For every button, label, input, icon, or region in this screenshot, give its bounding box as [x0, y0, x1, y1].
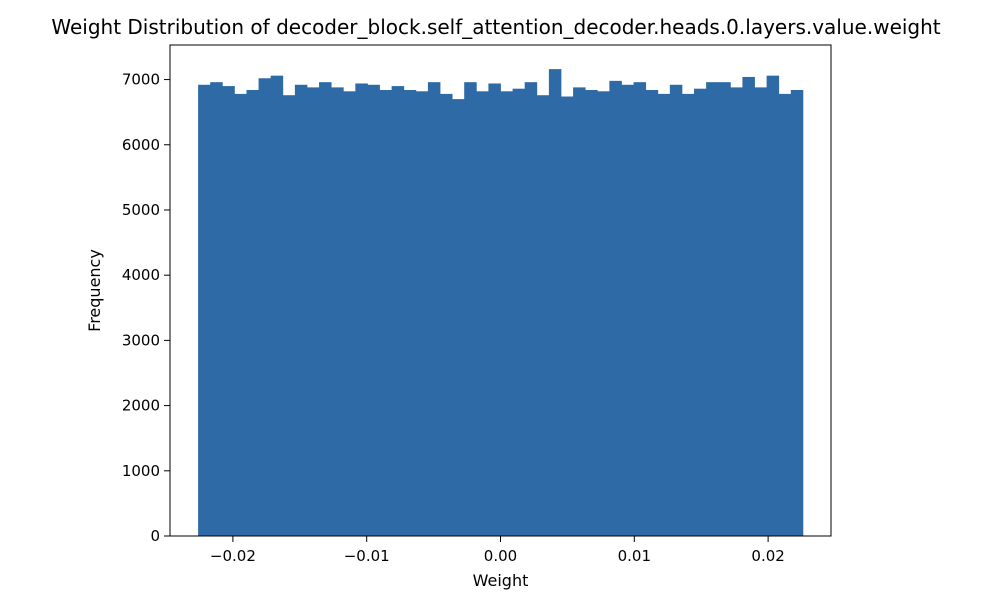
y-tick-label: 3000	[122, 331, 160, 349]
histogram-bar	[367, 84, 380, 536]
y-axis-ticks: 0 1000 2000 3000 4000 5000 6000 7000	[122, 71, 170, 545]
histogram-bar	[633, 82, 647, 537]
histogram-bar	[234, 93, 247, 537]
histogram-bar	[488, 83, 501, 536]
histogram-bar	[512, 88, 526, 536]
histogram-bar	[331, 87, 344, 536]
y-tick-label: 0	[150, 527, 160, 545]
histogram-bar	[754, 87, 768, 536]
x-axis-ticks: −0.02 −0.01 0.00 0.01 0.02	[210, 536, 785, 565]
histogram-bar	[706, 82, 719, 537]
y-tick-label: 1000	[122, 462, 160, 480]
histogram-bar	[681, 93, 695, 537]
histogram-bar	[427, 82, 441, 537]
histogram-bar	[560, 96, 574, 536]
histogram-bar	[585, 89, 598, 537]
histogram-bar	[379, 89, 393, 537]
histogram-bar	[500, 91, 513, 537]
histogram-bar	[536, 95, 550, 537]
histogram-bar	[730, 87, 743, 536]
histogram-bar	[524, 82, 538, 537]
y-tick-label: 2000	[122, 397, 160, 415]
histogram-bar	[645, 89, 659, 537]
histogram-bar	[464, 82, 477, 537]
histogram-bar	[343, 91, 356, 537]
histogram-bar	[258, 78, 272, 536]
x-tick-label: −0.01	[344, 547, 390, 565]
histogram-bar	[415, 91, 429, 537]
x-tick-label: 0.00	[484, 547, 517, 565]
histogram-bar	[270, 75, 284, 537]
histogram-bar	[246, 89, 259, 537]
histogram-bar	[573, 87, 586, 536]
histogram-bar	[319, 82, 332, 537]
histogram-bar	[452, 99, 465, 537]
histogram-bar	[282, 95, 296, 537]
chart-title: Weight Distribution of decoder_block.sel…	[51, 15, 940, 39]
histogram-bar	[766, 75, 780, 537]
histogram-bar	[778, 93, 792, 537]
y-axis-label: Frequency	[85, 249, 104, 332]
histogram-bar	[742, 76, 755, 536]
x-tick-label: 0.02	[751, 547, 784, 565]
histogram-bar	[198, 84, 211, 536]
histogram-bar	[440, 93, 453, 537]
x-tick-label: −0.02	[210, 547, 256, 565]
histogram-bar	[548, 69, 562, 536]
histogram-bar	[222, 86, 235, 536]
y-tick-label: 6000	[122, 136, 160, 154]
histogram-bar	[403, 89, 417, 537]
histogram-bar	[597, 91, 610, 537]
x-tick-label: 0.01	[618, 547, 651, 565]
histogram-bar	[657, 93, 671, 537]
histogram-bar	[306, 87, 320, 536]
histogram-bar	[476, 91, 489, 537]
histogram-bar	[391, 86, 405, 536]
histogram-bar	[621, 84, 634, 536]
histogram-bar	[790, 89, 804, 537]
histogram-bars	[198, 69, 804, 537]
x-axis-label: Weight	[473, 571, 529, 590]
histogram-bar	[694, 88, 707, 536]
histogram-bar	[718, 82, 731, 537]
histogram-bar	[669, 84, 683, 536]
y-tick-label: 7000	[122, 71, 160, 89]
y-tick-label: 5000	[122, 201, 160, 219]
histogram-bar	[609, 80, 622, 537]
histogram-bar	[294, 84, 308, 536]
histogram-bar	[355, 83, 368, 536]
histogram-bar	[210, 82, 223, 537]
y-tick-label: 4000	[122, 266, 160, 284]
